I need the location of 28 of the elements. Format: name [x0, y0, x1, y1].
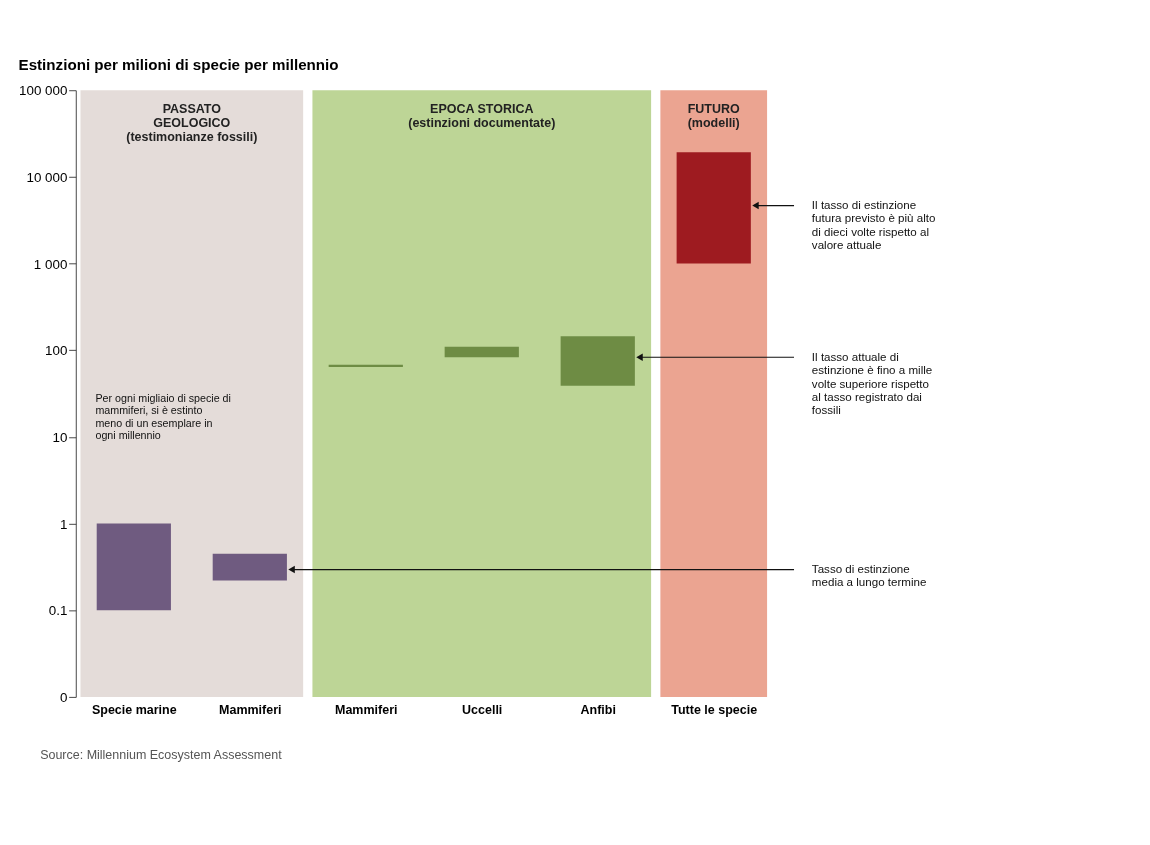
bar — [560, 336, 635, 386]
text: Il tasso attuale di estinzione è fino a mille volte superiore rispetto al tasso registrato dai fossili — [811, 350, 933, 417]
bar — [212, 553, 287, 581]
x-tick-label: Tutte le specie — [671, 703, 758, 718]
x-tick-label: Uccelli — [462, 703, 503, 718]
band-label: EPOCA STORICA (estinzioni documentate) — [408, 101, 556, 130]
bar — [676, 152, 751, 264]
y-tick-label: 0.1 — [48, 603, 68, 619]
y-tick-label: 0 — [59, 689, 68, 705]
source-note: Source: Millennium Ecosystem Assessment — [40, 747, 283, 762]
y-tick-label: 10 — [52, 429, 68, 445]
chart-title: Estinzioni per milioni di specie per millennio — [18, 55, 339, 73]
annotation: Per ogni migliaio di specie di mammiferi, si è estinto meno di un esemplare in ogni millennio — [95, 391, 231, 442]
y-tick-label: 100 000 — [19, 83, 68, 99]
text: Tasso di estinzione media a lungo termine — [811, 563, 927, 589]
band-label: FUTURO (modelli) — [687, 101, 741, 130]
text: Il tasso di estinzione futura previsto è più alto di dieci volte rispetto al valore attuale — [811, 199, 936, 252]
y-tick-label: 100 — [45, 343, 68, 359]
y-tick-label: 1 000 — [33, 256, 68, 272]
y-tick-label: 10 000 — [26, 169, 68, 185]
x-tick-label: Specie marine — [91, 703, 177, 718]
band-label: PASSATO GEOLOGICO (testimonianze fossili) — [126, 101, 258, 145]
x-tick-label: Mammiferi — [335, 703, 398, 718]
bar — [444, 346, 519, 358]
x-tick-label: Mammiferi — [219, 703, 282, 718]
bar — [96, 523, 171, 611]
y-tick-label: 1 — [59, 516, 68, 532]
x-tick-label: Anfibi — [580, 703, 616, 718]
